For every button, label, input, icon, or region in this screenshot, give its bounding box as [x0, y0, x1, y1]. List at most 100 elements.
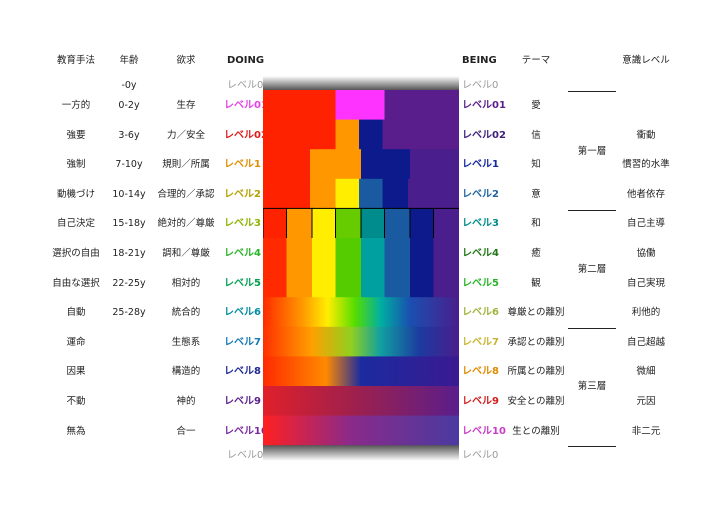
spectrum-segment: [310, 178, 337, 209]
method-label: 強要: [66, 130, 86, 141]
spectrum-segment: [263, 207, 288, 239]
age-label: 10-14y: [112, 189, 146, 200]
spectrum-segment: [286, 238, 313, 269]
being-level0-top: レベル0: [462, 80, 499, 91]
doing-level-label: レベル02: [224, 130, 268, 141]
theme-label: 愛: [531, 100, 541, 111]
spectrum-segment: [361, 267, 386, 298]
spectrum-segment: [384, 90, 459, 121]
desire-label: 生存: [176, 100, 196, 111]
spectrum-segment: [335, 119, 360, 150]
consciousness-label: 自己主導: [626, 218, 666, 229]
age-label: 18-21y: [112, 248, 146, 259]
tier-label-2: 第二層: [577, 264, 607, 275]
doing-level-label: レベル10: [224, 426, 268, 437]
method-label: 不動: [66, 396, 86, 407]
header-being: BEING: [462, 55, 497, 66]
spectrum-segment: [433, 267, 459, 298]
method-label: 自由な選択: [52, 278, 100, 289]
spectrum-segment: [433, 238, 459, 269]
being-level-label: レベル10: [462, 426, 506, 437]
theme-label: 承認との離別: [507, 337, 565, 348]
age-label: 15-18y: [112, 218, 146, 229]
tier-rule: [568, 446, 616, 447]
tier-label-3: 第三層: [577, 381, 607, 392]
age-zero: -0y: [121, 80, 137, 91]
desire-label: 調和／尊厳: [162, 248, 210, 259]
desire-label: 相対的: [171, 278, 201, 289]
spectrum-segment: [335, 207, 362, 239]
consciousness-label: 他者依存: [626, 189, 666, 200]
theme-label: 意: [531, 189, 541, 200]
consciousness-label: 慣習的水準: [622, 159, 670, 170]
age-label: 0-2y: [118, 100, 140, 111]
spectrum-segment: [312, 238, 337, 269]
spectrum-segment: [286, 207, 313, 239]
spectrum-segment: [335, 178, 360, 209]
doing-level-label: レベル1: [224, 159, 261, 170]
spectrum-segment: [382, 119, 459, 150]
consciousness-label: 利他的: [631, 307, 661, 318]
desire-label: 構造的: [171, 366, 201, 377]
spectrum-segment: [359, 178, 384, 209]
age-label: 25-28y: [112, 307, 146, 318]
method-label: 因果: [66, 366, 86, 377]
spectrum-segment: [263, 238, 288, 269]
consciousness-label: 微細: [636, 366, 656, 377]
doing-level-label: レベル01: [224, 100, 268, 111]
being-level-label: レベル8: [462, 366, 499, 377]
tier-rule: [568, 328, 616, 329]
level0-shade-top: [263, 76, 459, 90]
being-level-label: レベル1: [462, 159, 499, 170]
being-level-label: レベル01: [462, 100, 506, 111]
theme-label: 知: [531, 159, 541, 170]
spectrum-segment: [335, 238, 362, 269]
doing-level-label: レベル4: [224, 248, 261, 259]
doing-level-label: レベル6: [224, 307, 261, 318]
header-age: 年齢: [119, 55, 139, 66]
doing-level-label: レベル7: [224, 337, 261, 348]
desire-label: 神的: [176, 396, 196, 407]
spectrum-segment: [263, 119, 337, 150]
desire-label: 生態系: [171, 337, 201, 348]
spectrum-segment: [408, 178, 459, 209]
spectrum-gradient-row: [263, 415, 459, 446]
spectrum-segment: [263, 90, 337, 121]
consciousness-label: 非二元: [631, 426, 661, 437]
consciousness-label: 自己超越: [626, 337, 666, 348]
consciousness-label: 協働: [636, 248, 656, 259]
spectrum-segment: [286, 267, 313, 298]
theme-label: 癒: [531, 248, 541, 259]
desire-label: 絶対的／尊厳: [157, 218, 215, 229]
spectrum-segment: [335, 90, 386, 121]
spectrum-segment: [433, 207, 459, 239]
being-level-label: レベル6: [462, 307, 499, 318]
spectrum-segment: [312, 267, 337, 298]
spectrum-gradient-row: [263, 356, 459, 387]
doing-level0-top: レベル0: [227, 80, 264, 91]
spectrum-gradient-row: [263, 326, 459, 357]
spectrum-segment: [410, 267, 435, 298]
theme-label: 尊厳との離別: [507, 307, 565, 318]
theme-label: 和: [531, 218, 541, 229]
header-method: 教育手法: [56, 55, 96, 66]
age-label: 22-25y: [112, 278, 146, 289]
spectrum-gradient-row: [263, 297, 459, 328]
tier-rule: [568, 210, 616, 211]
desire-label: 力／安全: [166, 130, 206, 141]
being-level-label: レベル7: [462, 337, 499, 348]
spectrum-segment: [361, 149, 411, 180]
method-label: 一方的: [61, 100, 91, 111]
doing-level-label: レベル3: [224, 218, 261, 229]
desire-label: 合理的／承認: [157, 189, 215, 200]
tier-rule: [568, 91, 616, 92]
spectrum-segment: [384, 238, 411, 269]
header-consciousness: 意識レベル: [622, 55, 670, 66]
being-level-label: レベル5: [462, 278, 499, 289]
doing-level-label: レベル5: [224, 278, 261, 289]
doing-level-label: レベル8: [224, 366, 261, 377]
being-level-label: レベル2: [462, 189, 499, 200]
tier-label-1: 第一層: [577, 146, 607, 157]
spectrum-segment: [311, 207, 337, 239]
header-theme: テーマ: [521, 55, 551, 66]
